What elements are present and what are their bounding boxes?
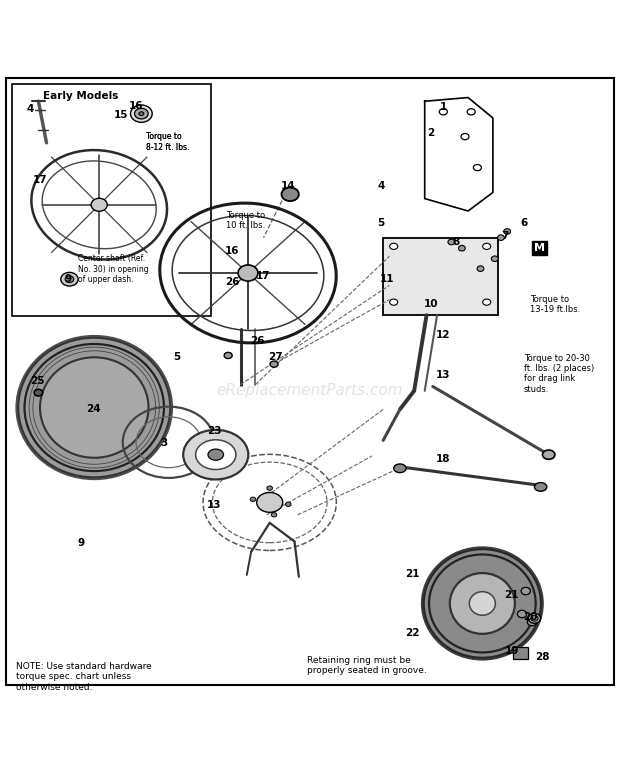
Text: 5: 5 [378,218,385,228]
Text: 23: 23 [206,426,221,436]
Text: Torque to
13-19 ft.lbs.: Torque to 13-19 ft.lbs. [530,295,580,314]
Ellipse shape [34,389,43,396]
Text: 17: 17 [256,271,271,281]
Text: NOTE: Use standard hardware
torque spec. chart unless
otherwise noted.: NOTE: Use standard hardware torque spec.… [16,662,151,691]
Ellipse shape [467,108,475,115]
Ellipse shape [61,272,78,286]
Ellipse shape [534,482,547,491]
Text: Early Models: Early Models [43,92,119,101]
Ellipse shape [270,361,278,367]
Text: 9: 9 [64,274,72,284]
Ellipse shape [17,336,171,478]
Text: 13: 13 [206,501,221,510]
Text: 25: 25 [30,376,45,387]
Ellipse shape [250,497,255,501]
Ellipse shape [439,108,447,115]
Bar [383,237,498,315]
Ellipse shape [394,464,406,472]
Text: 1: 1 [440,102,447,112]
Text: 11: 11 [380,274,395,284]
Text: 16: 16 [129,101,144,111]
Ellipse shape [517,610,526,618]
Text: 21: 21 [504,591,519,600]
Ellipse shape [390,243,398,250]
Text: Torque to 20-30
ft. lbs. (2 places)
for drag link
studs.: Torque to 20-30 ft. lbs. (2 places) for … [524,353,594,394]
Text: 17: 17 [33,175,48,185]
Text: 27: 27 [268,352,283,362]
Ellipse shape [65,275,74,282]
Ellipse shape [267,486,273,491]
Text: 7: 7 [502,230,509,241]
Ellipse shape [528,613,541,623]
Text: 28: 28 [535,652,550,662]
Ellipse shape [423,549,542,658]
Text: 4: 4 [26,104,33,114]
Ellipse shape [450,573,515,634]
Text: 2: 2 [427,128,435,139]
Text: 26: 26 [250,336,265,346]
Ellipse shape [238,265,258,281]
Text: 22: 22 [405,628,420,638]
Ellipse shape [272,513,277,517]
Ellipse shape [461,134,469,140]
Bar [12,84,211,317]
Ellipse shape [483,243,491,250]
Ellipse shape [281,188,299,201]
Ellipse shape [139,112,144,115]
Ellipse shape [497,235,505,240]
Ellipse shape [91,198,107,211]
Bar [513,647,528,658]
Text: 9: 9 [77,538,84,548]
Text: Torque to
8-12 ft. lbs.: Torque to 8-12 ft. lbs. [146,132,189,152]
Ellipse shape [521,588,530,595]
Ellipse shape [131,105,153,122]
Ellipse shape [531,616,538,621]
Text: 10: 10 [423,299,438,309]
Ellipse shape [208,449,223,460]
Text: eReplacementParts.com: eReplacementParts.com [216,383,404,398]
Text: 6: 6 [520,218,528,228]
Text: 15: 15 [113,110,128,120]
Text: 8: 8 [452,237,459,247]
Ellipse shape [135,108,148,119]
Ellipse shape [448,240,455,245]
Ellipse shape [458,246,465,251]
Text: 21: 21 [405,568,420,578]
Text: Center shaft (Ref.
No. 30) in opening
of upper dash.: Center shaft (Ref. No. 30) in opening of… [78,254,148,284]
Text: Torque to
10 ft. lbs.: Torque to 10 ft. lbs. [226,211,265,230]
Text: 4: 4 [378,181,385,192]
Ellipse shape [491,256,498,262]
Text: 14: 14 [281,181,296,192]
Text: 26: 26 [225,277,240,288]
Ellipse shape [542,450,555,459]
Text: 20: 20 [523,612,538,622]
Text: 16: 16 [225,246,240,256]
Ellipse shape [474,165,481,171]
Ellipse shape [196,439,236,469]
Ellipse shape [257,492,283,512]
Text: 5: 5 [173,352,180,362]
Text: 18: 18 [436,454,451,464]
Text: 19: 19 [504,646,519,656]
Ellipse shape [390,299,398,305]
Text: Torque to
8-12 ft. lbs.: Torque to 8-12 ft. lbs. [146,132,189,152]
Text: Retaining ring must be
properly seated in groove.: Retaining ring must be properly seated i… [307,655,427,675]
Ellipse shape [184,430,248,479]
Text: 12: 12 [436,330,451,340]
Ellipse shape [477,266,484,272]
Ellipse shape [503,229,511,234]
Ellipse shape [483,299,491,305]
Ellipse shape [285,502,291,507]
Ellipse shape [40,357,149,458]
Ellipse shape [224,353,232,359]
Text: 24: 24 [86,404,100,414]
Text: M: M [534,243,545,253]
Text: 13: 13 [436,370,451,380]
Ellipse shape [528,618,537,626]
Text: 3: 3 [161,439,168,449]
Ellipse shape [469,591,495,615]
